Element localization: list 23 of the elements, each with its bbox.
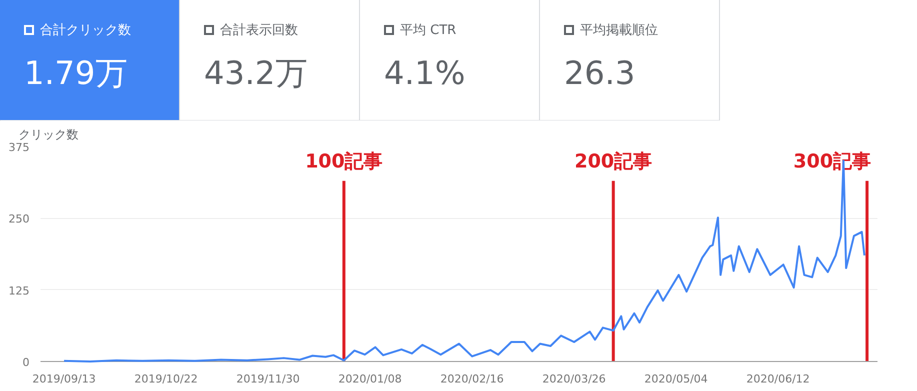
x-tick-label: 2019/09/13: [32, 372, 96, 386]
text: 4.1%: [384, 52, 466, 94]
x-tick-label: 2020/03/26: [542, 372, 606, 386]
x-tick-label: 2020/05/04: [644, 372, 708, 386]
x-tick-label: 2020/06/12: [746, 372, 810, 386]
y-tick-label: 250: [8, 212, 30, 226]
text: 26.3: [564, 52, 636, 94]
y-tick-label: 375: [8, 141, 30, 154]
y-axis-title: クリック数: [18, 128, 78, 142]
text: 43.2万: [204, 52, 308, 94]
x-tick-label: 2019/11/30: [236, 372, 300, 386]
y-tick-label: 0: [22, 356, 30, 369]
x-tick-label: 2019/10/22: [134, 372, 198, 386]
text: 合計表示回数: [219, 22, 299, 40]
text: 平均掲載順位: [579, 22, 659, 40]
x-tick-label: 2020/02/16: [440, 372, 504, 386]
y-tick-label: 125: [8, 284, 30, 298]
ref-line-label: 200記事: [574, 150, 652, 172]
text: 平均 CTR: [399, 22, 458, 40]
text: 合計クリック数: [39, 22, 132, 40]
text: 1.79万: [24, 52, 128, 94]
ref-line-label: 100記事: [305, 150, 383, 172]
x-tick-label: 2020/01/08: [338, 372, 402, 386]
